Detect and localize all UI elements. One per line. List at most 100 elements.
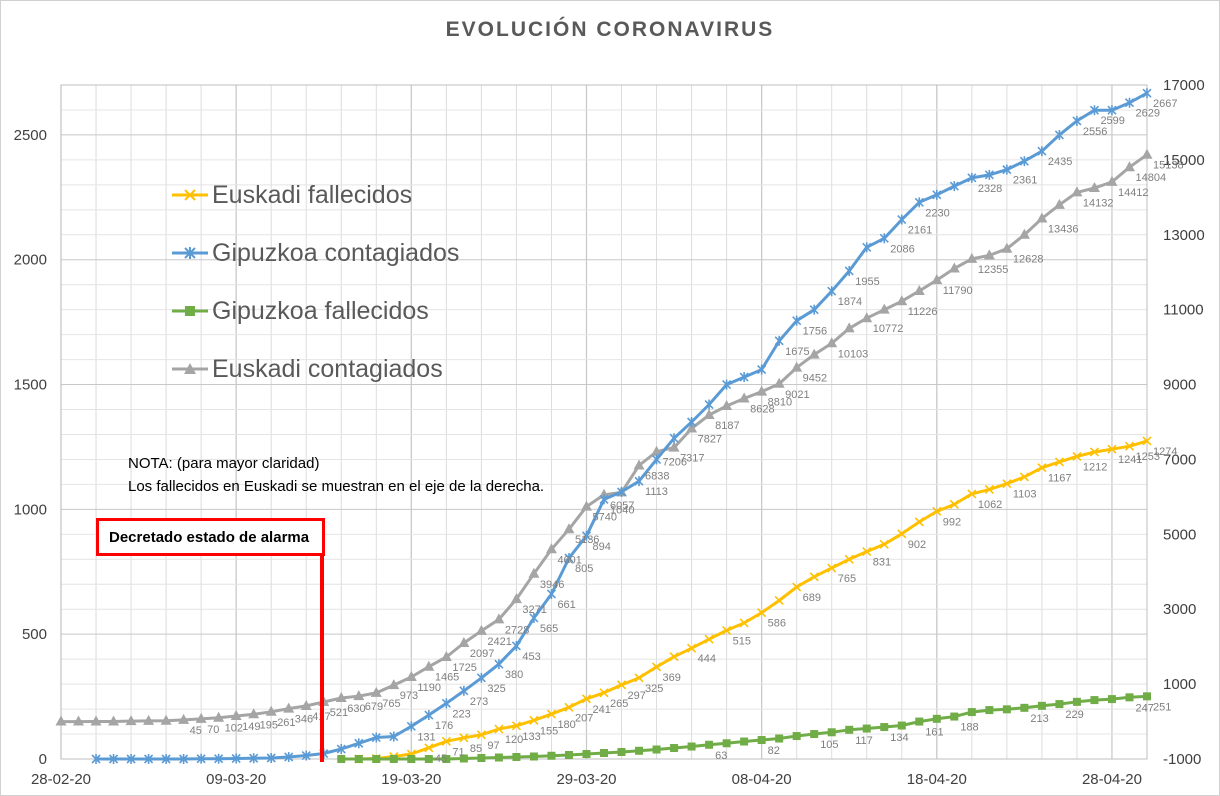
data-point [529,612,539,623]
data-point [616,486,627,497]
series-1 [91,88,1152,764]
data-point [580,500,592,511]
data-point [545,543,557,554]
data-point [967,172,977,183]
data-point [494,724,504,734]
marker-stroke [476,730,486,740]
data-point [949,181,959,192]
data-point [633,459,645,470]
data-point [1089,105,1100,116]
data-point [651,445,663,456]
data-label: 7206 [663,457,687,469]
data-point [337,755,346,763]
data-label: 831 [873,557,891,569]
data-label: 2161 [908,225,932,237]
data-point [757,364,767,375]
data-point [424,743,434,753]
data-label: 1955 [855,276,879,288]
marker-stroke [1124,441,1135,451]
data-point [160,714,172,725]
data-point [827,563,837,573]
data-label: 2230 [925,207,949,219]
data-label: 2435 [1048,156,1072,168]
data-label: 176 [435,720,453,732]
y-left-tick-label: 1000 [14,501,47,518]
data-label: 3946 [540,579,564,591]
data-label: 11790 [943,285,973,297]
y-left-tick-label: 2000 [14,252,47,269]
data-point [511,721,521,731]
data-point [634,476,644,487]
marker-stroke [809,572,819,582]
data-point [91,754,101,764]
data-point [651,662,662,672]
data-point [932,506,942,516]
axes: 05001000150020002500-1000100030005000700… [14,77,1205,788]
data-point [985,706,994,715]
data-label: 630 [347,703,365,715]
data-label: 1113 [645,486,668,498]
data-label: 82 [768,745,780,757]
marker-stroke [827,563,837,573]
data-label: 1190 [417,682,441,694]
data-point [704,399,714,410]
data-label: 2086 [890,243,914,255]
plot-area-border [60,84,1148,760]
data-label: 2728 [505,624,529,636]
alarm-label: Decretado estado de alarma [109,528,310,546]
note-annotation: NOTA: (para mayor claridad) Los fallecid… [128,452,544,498]
marker-stroke [879,539,889,549]
data-point [740,737,749,746]
data-point [913,284,925,295]
data-label: 241 [592,704,610,716]
data-point [1124,97,1135,108]
data-point [144,754,154,764]
data-point [669,652,679,662]
data-point [1001,242,1013,253]
data-point [1053,198,1065,209]
data-point [809,572,819,582]
data-label: 14804 [1135,172,1166,184]
data-point [880,723,889,732]
marker-stroke [1107,444,1117,454]
data-point [1019,472,1029,482]
data-point [914,517,924,527]
data-point [266,753,276,764]
legend-swatch-green [172,306,208,316]
data-label: 265 [610,698,628,710]
data-point [108,754,119,764]
data-point [617,748,626,757]
data-label: 14132 [1083,197,1114,209]
marker-stroke [1089,447,1100,457]
data-label: 102 [225,723,243,735]
data-point [1036,212,1048,223]
data-label: 45 [435,753,447,765]
data-label: 2361 [1013,175,1037,187]
data-point [966,252,978,263]
data-label: 105 [820,739,838,751]
data-point [1072,451,1082,462]
data-label: 9452 [803,373,827,385]
data-label: 1167 [1048,473,1072,485]
data-label: 325 [645,683,663,695]
data-label: 902 [908,539,926,551]
data-point [635,746,644,755]
data-point [616,680,627,690]
data-point [757,736,766,745]
data-label: 13436 [1048,223,1079,235]
marker-stroke [459,733,469,743]
data-point [389,731,399,742]
data-point [984,169,994,180]
data-label: 380 [505,669,523,681]
data-label: 195 [260,719,278,731]
data-point [528,567,540,578]
data-label: 3271 [522,604,546,616]
data-point [1072,697,1081,706]
data-label: 444 [698,653,716,665]
data-point [1123,161,1135,172]
data-point [143,714,155,725]
legend-swatch-gray [172,363,208,374]
data-point [722,625,732,636]
data-label: 155 [540,725,558,737]
data-point [388,679,400,690]
